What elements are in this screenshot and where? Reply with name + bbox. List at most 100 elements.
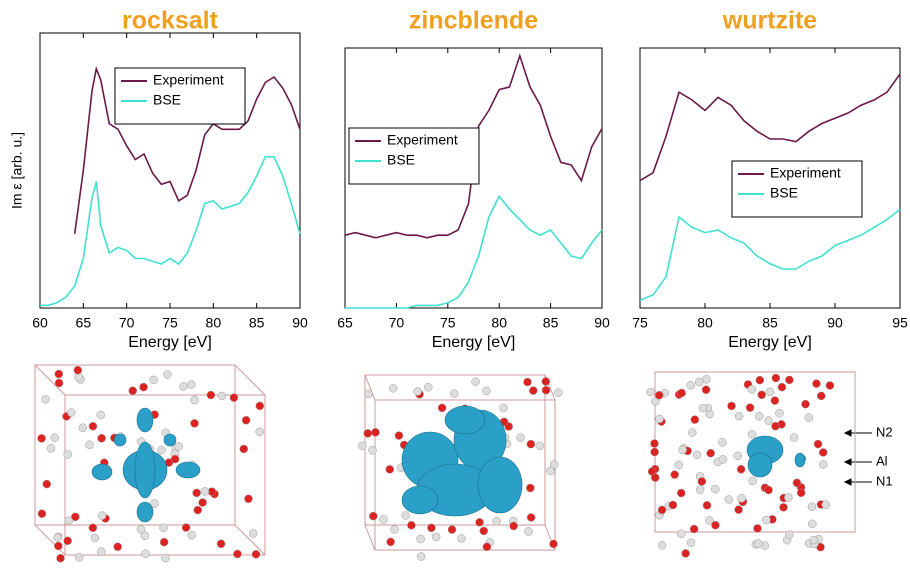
density-isosurface <box>748 453 772 477</box>
atom <box>699 404 707 412</box>
atom <box>391 525 399 533</box>
x-tick-label: 85 <box>543 315 559 331</box>
atom <box>819 460 827 468</box>
atom <box>516 434 524 442</box>
atom <box>249 529 257 537</box>
atom <box>194 506 202 514</box>
atom <box>493 517 501 525</box>
atom <box>810 536 818 544</box>
atom <box>719 455 727 463</box>
series-line <box>40 157 300 305</box>
atom <box>199 499 207 507</box>
atom <box>65 517 73 525</box>
atom <box>51 434 59 442</box>
density-isosurface <box>137 408 153 432</box>
atom <box>650 440 658 448</box>
atom <box>702 375 710 383</box>
cube-edge <box>235 365 265 395</box>
atom <box>671 471 679 479</box>
atom <box>427 524 435 532</box>
atom <box>438 404 446 412</box>
atom <box>695 378 703 386</box>
atom <box>696 486 704 494</box>
atom <box>762 516 770 524</box>
atom <box>182 524 190 532</box>
atom <box>141 550 149 558</box>
atom <box>812 380 820 388</box>
atom <box>364 429 372 437</box>
atom <box>54 533 62 541</box>
atom <box>728 402 736 410</box>
atom <box>98 434 106 442</box>
atom <box>368 446 376 454</box>
density-isosurface <box>402 486 438 514</box>
atom <box>707 449 715 457</box>
atom <box>472 378 480 386</box>
atom <box>191 396 199 404</box>
atom <box>157 446 165 454</box>
atom <box>749 477 757 485</box>
legend-label: Experiment <box>387 132 458 148</box>
x-tick-label: 90 <box>594 315 610 331</box>
atom <box>778 383 786 391</box>
x-tick-label: 80 <box>206 315 222 331</box>
x-tick-label: 85 <box>249 315 265 331</box>
atom <box>677 489 685 497</box>
atom <box>527 513 535 521</box>
atom <box>402 512 410 520</box>
atom <box>647 388 655 396</box>
atom <box>85 441 93 449</box>
atom <box>793 479 801 487</box>
atom <box>737 465 745 473</box>
atom <box>244 495 252 503</box>
atom <box>693 451 701 459</box>
atom <box>79 424 87 432</box>
atom <box>771 422 779 430</box>
atom <box>698 477 706 485</box>
atom <box>64 537 72 545</box>
atom <box>725 496 733 504</box>
atom <box>480 527 488 535</box>
atom <box>658 541 666 549</box>
atom-label: N1 <box>876 473 893 488</box>
density-isosurface <box>114 434 126 446</box>
atom <box>687 381 695 389</box>
atom <box>755 412 763 420</box>
atom <box>691 416 699 424</box>
atom <box>432 533 440 541</box>
atom <box>218 392 226 400</box>
x-tick-label: 75 <box>162 315 178 331</box>
atom <box>187 381 195 389</box>
atom <box>54 542 62 550</box>
atom <box>754 524 762 532</box>
atom <box>784 493 792 501</box>
x-tick-label: 75 <box>632 315 648 331</box>
atom <box>97 411 105 419</box>
atom <box>772 374 780 382</box>
atom <box>417 552 425 560</box>
atom <box>748 385 756 393</box>
x-tick-label: 95 <box>892 315 908 331</box>
x-tick-label: 65 <box>337 315 353 331</box>
atom <box>207 391 215 399</box>
atom <box>417 535 425 543</box>
density-isosurface <box>164 434 176 446</box>
atom <box>67 409 75 417</box>
atom <box>826 381 834 389</box>
atom <box>42 395 50 403</box>
atom <box>656 415 664 423</box>
atom <box>688 429 696 437</box>
atom <box>526 484 534 492</box>
atom <box>448 526 456 534</box>
x-tick-label: 90 <box>292 315 308 331</box>
density-isosurface <box>795 453 805 467</box>
atom <box>808 503 816 511</box>
x-axis-label: Energy [eV] <box>128 334 212 351</box>
atom <box>160 524 168 532</box>
atom <box>690 525 698 533</box>
atom <box>675 461 683 469</box>
atom <box>458 534 466 542</box>
atom <box>819 448 827 456</box>
atom <box>114 543 122 551</box>
atom <box>38 434 46 442</box>
